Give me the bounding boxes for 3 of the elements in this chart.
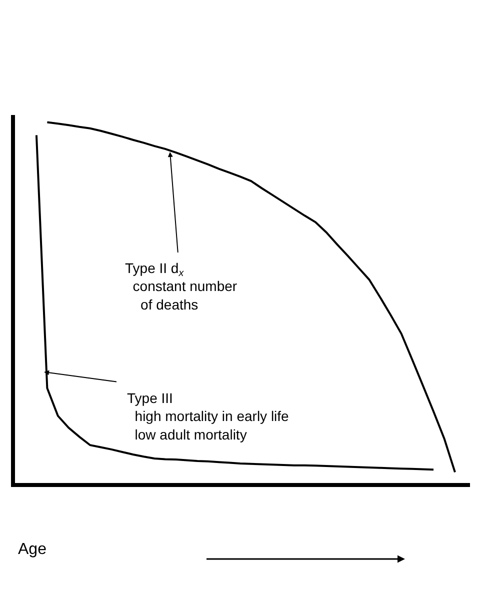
x-axis-title: Age: [18, 541, 47, 558]
annotation: Type III high mortality in early life low adult mortality: [127, 390, 290, 442]
annotation: Type II d$_{x}$ constant number of deaths: [125, 260, 238, 312]
